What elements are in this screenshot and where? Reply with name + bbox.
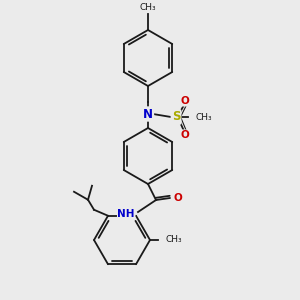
Text: CH₃: CH₃ [196, 112, 213, 122]
Text: N: N [143, 107, 153, 121]
Text: S: S [172, 110, 180, 124]
Text: O: O [181, 96, 189, 106]
Text: O: O [174, 193, 183, 203]
Text: NH: NH [118, 209, 135, 219]
Text: CH₃: CH₃ [140, 3, 156, 12]
Text: O: O [181, 130, 189, 140]
Text: CH₃: CH₃ [165, 236, 181, 244]
